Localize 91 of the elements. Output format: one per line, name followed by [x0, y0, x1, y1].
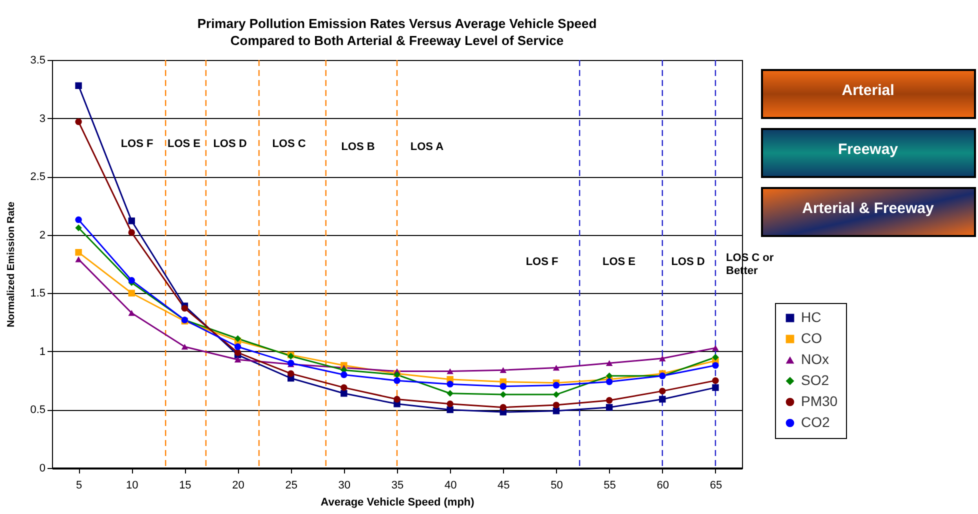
text: Arterial — [842, 82, 894, 99]
point — [181, 344, 188, 350]
x-tick-label: 55 — [604, 480, 616, 492]
point — [446, 406, 454, 414]
annotation: LOS C — [272, 138, 306, 150]
annotation: LOS F — [120, 138, 154, 150]
point — [75, 224, 82, 232]
x-tick-label: 60 — [656, 480, 670, 492]
x-tick-label: 20 — [232, 480, 244, 492]
x-tick-label: 15 — [179, 480, 192, 492]
point — [712, 377, 719, 384]
annotation: LOS E — [602, 256, 636, 268]
point — [446, 390, 454, 397]
x-tick-label: 10 — [126, 480, 138, 492]
y-axis-title: Normalized Emission Rate — [6, 201, 18, 328]
point — [128, 229, 135, 236]
point — [446, 380, 454, 388]
point — [552, 382, 560, 389]
point — [659, 356, 666, 362]
point — [446, 368, 454, 374]
y-tick-label: 3.5 — [30, 54, 46, 66]
y-tick-label: 1 — [39, 346, 46, 358]
chart-title: Primary Pollution Emission Rates Versus Average Vehicle Speed Compared to Both Arterial & Freeway Level of Service — [197, 16, 597, 48]
point — [128, 310, 135, 316]
point — [606, 397, 613, 404]
point — [552, 402, 560, 408]
point — [234, 343, 242, 350]
point — [712, 384, 719, 391]
y-tick-label: 3 — [39, 112, 46, 125]
y-tick-label: 1.5 — [30, 288, 46, 300]
point — [446, 400, 454, 408]
point — [712, 345, 719, 351]
point — [500, 391, 507, 398]
point — [606, 404, 613, 411]
point — [287, 370, 294, 377]
text: Freeway — [838, 141, 899, 158]
legend-label: PM30 — [801, 393, 838, 409]
annotation: LOS A — [410, 141, 444, 153]
point — [340, 371, 348, 378]
point — [606, 360, 613, 366]
y-tick-label: 2.5 — [30, 171, 46, 184]
y-tick-label: 0.5 — [30, 404, 46, 416]
annotation: LOS D — [671, 256, 705, 268]
x-tick-label: 40 — [444, 480, 457, 492]
point — [128, 276, 135, 284]
y-tick-label: 0 — [39, 462, 46, 474]
y-tick-label: 2 — [39, 229, 46, 242]
legend-label: HC — [801, 309, 822, 325]
point — [340, 384, 348, 391]
point — [234, 349, 242, 356]
point — [659, 396, 666, 403]
point — [712, 362, 719, 369]
point — [606, 378, 613, 386]
point — [552, 364, 560, 371]
legend-label: CO — [801, 330, 822, 346]
point — [75, 118, 82, 126]
point — [340, 390, 348, 397]
point — [500, 383, 507, 390]
x-tick-label: 35 — [391, 480, 404, 492]
x-tick-label: 65 — [710, 480, 722, 492]
point — [75, 248, 82, 256]
legend-label: CO2 — [801, 414, 830, 430]
point — [75, 82, 82, 89]
annotation: LOS B — [341, 141, 375, 153]
point — [500, 404, 507, 411]
point — [394, 377, 400, 384]
point — [234, 356, 242, 362]
x-tick-label: 30 — [338, 480, 351, 492]
point — [75, 216, 82, 224]
point — [181, 304, 188, 312]
point — [606, 372, 613, 380]
point — [75, 256, 82, 262]
legend-label: NOx — [801, 351, 829, 367]
x-tick-label: 5 — [76, 480, 82, 492]
annotation: LOS E — [167, 138, 201, 150]
point — [128, 290, 135, 296]
x-tick-label: 25 — [285, 480, 298, 492]
point — [712, 354, 719, 361]
x-axis-title: Average Vehicle Speed (mph) — [320, 496, 475, 508]
annotation: LOS F — [526, 256, 558, 268]
point — [552, 391, 560, 398]
legend-label: SO2 — [801, 372, 830, 388]
point — [394, 396, 400, 403]
text: Arterial & Freeway — [802, 200, 935, 217]
point — [234, 335, 242, 342]
point — [500, 367, 507, 373]
x-tick-label: 50 — [550, 480, 563, 492]
annotation: LOS D — [213, 138, 247, 150]
point — [659, 388, 666, 394]
x-tick-label: 45 — [498, 480, 510, 492]
point — [128, 218, 135, 224]
